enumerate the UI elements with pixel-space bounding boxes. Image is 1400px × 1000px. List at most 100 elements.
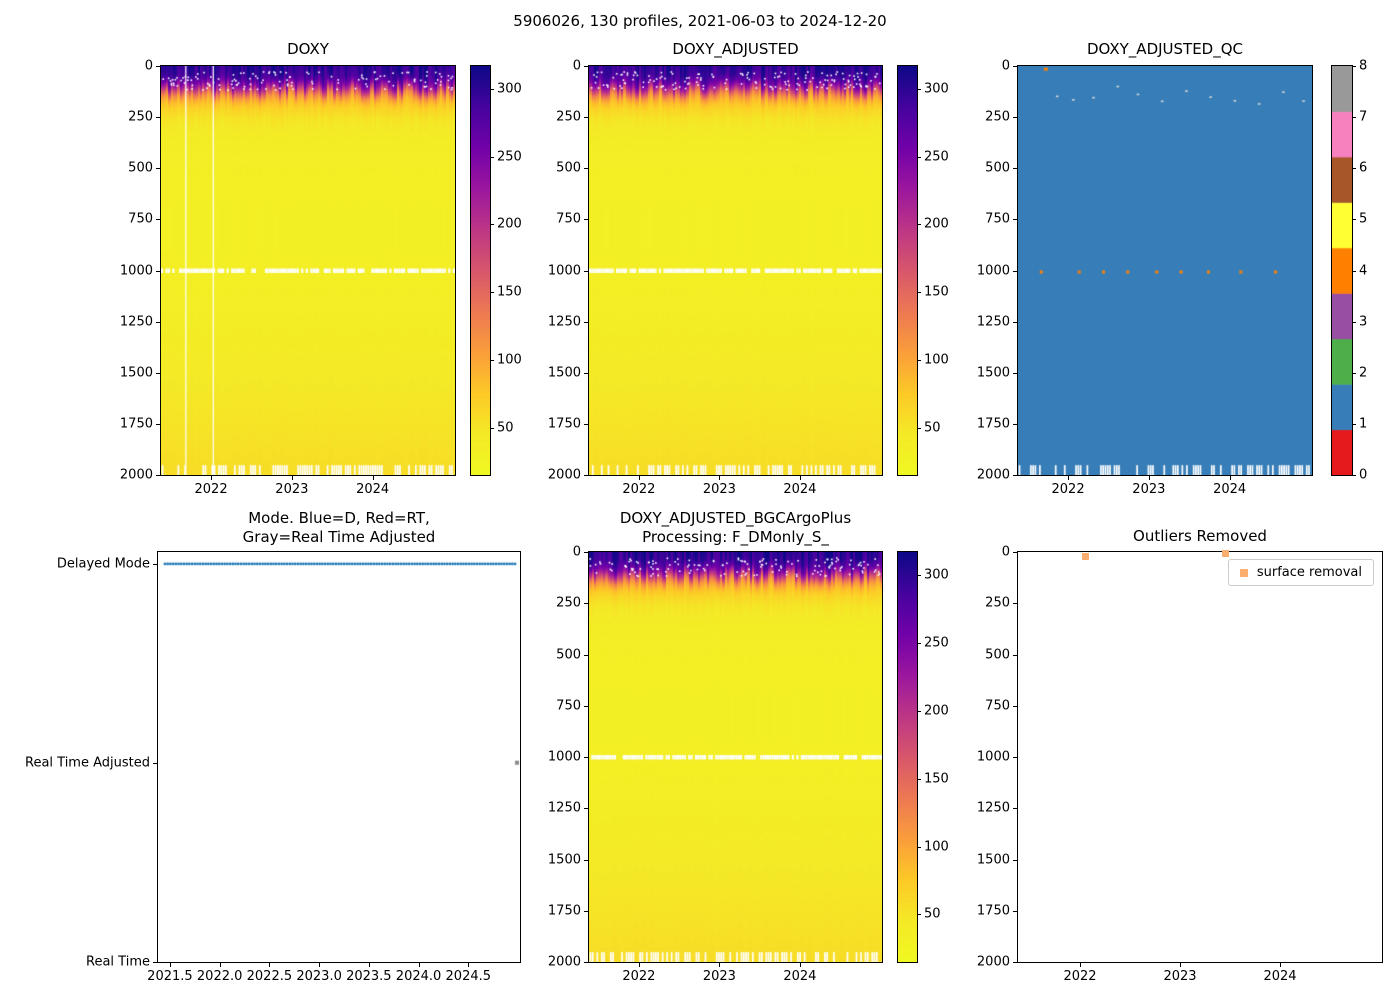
colorbar-tick-mark	[490, 292, 494, 294]
y-tick-mark	[584, 859, 589, 861]
colorbar-canvas	[898, 552, 917, 962]
y-tick-mark	[584, 168, 589, 170]
colorbar-tick-label: 200	[924, 216, 949, 232]
y-category-label: Real Time Adjusted	[25, 755, 150, 771]
y-tick-mark	[584, 654, 589, 656]
y-tick-mark	[153, 762, 158, 764]
y-tick-mark	[156, 117, 161, 119]
y-tick-mark	[1013, 219, 1018, 221]
heatmap-canvas	[161, 66, 455, 475]
y-tick-label: 750	[128, 211, 153, 227]
colorbar-tick-mark	[917, 156, 921, 158]
colorbar-bgcargoplus: 50 100 150 200 250 300	[897, 551, 949, 963]
plot-title-doxy-adjusted-qc: DOXY_ADJUSTED_QC	[1086, 40, 1244, 58]
y-tick-mark	[156, 270, 161, 272]
x-tick-mark	[1068, 475, 1070, 480]
colorbar-tick-label: 150	[497, 284, 522, 300]
plot-title-outliers: Outliers Removed	[1133, 527, 1267, 545]
x-tick-label: 2024.5	[445, 969, 492, 984]
x-tick-label: 2024	[1263, 969, 1297, 984]
y-tick-mark	[156, 423, 161, 425]
colorbar-tick-mark	[917, 224, 921, 226]
colorbar-tick-label: 6	[1359, 160, 1368, 176]
plot-title-doxy-adjusted: DOXY_ADJUSTED	[672, 40, 799, 58]
x-tick-mark	[219, 962, 221, 967]
x-tick-label: 2024.0	[395, 969, 442, 984]
y-tick-label: 1000	[976, 263, 1010, 278]
colorbar-qc: 0 1 2 3 4 5 6 7 8	[1331, 59, 1367, 483]
colorbar-tick-mark	[1352, 219, 1356, 221]
y-tick-label: 750	[985, 211, 1010, 227]
y-tick-label: 0	[1001, 58, 1010, 74]
y-tick-label: 1250	[976, 314, 1010, 330]
x-tick-mark	[1280, 962, 1281, 967]
colorbar-tick-label: 5	[1359, 211, 1368, 227]
colorbar-tick-mark	[1352, 270, 1356, 272]
y-tick-label: 1750	[976, 416, 1010, 432]
y-tick-label: 250	[128, 109, 153, 125]
colorbar-tick-label: 3	[1359, 314, 1368, 330]
y-tick-mark	[584, 475, 589, 476]
x-tick-label: 2023.5	[346, 969, 392, 984]
y-tick-label: 1250	[119, 314, 153, 330]
colorbar-tick-label: 300	[497, 81, 522, 97]
y-tick-mark	[584, 270, 589, 272]
x-tick-mark	[719, 962, 721, 967]
y-tick-label: 250	[556, 595, 581, 611]
colorbar-tick-mark	[490, 156, 494, 158]
figure-suptitle: 5906026, 130 profiles, 2021-06-03 to 202…	[513, 12, 887, 30]
y-tick-mark	[1013, 757, 1018, 758]
x-tick-label: 2024	[356, 482, 390, 497]
x-tick-label: 2023	[702, 969, 736, 984]
colorbar-tick-mark	[1352, 475, 1356, 476]
y-tick-label: 1500	[547, 365, 581, 381]
colorbar-tick-mark	[1352, 168, 1356, 170]
colorbar-tick-label: 0	[1359, 467, 1368, 483]
y-tick-label: 500	[128, 160, 153, 176]
y-tick-label: 2000	[119, 467, 153, 483]
y-tick-label: 250	[985, 595, 1010, 611]
legend-label: surface removal	[1256, 565, 1362, 580]
colorbar-tick-mark	[1352, 117, 1356, 119]
y-tick-mark	[584, 321, 589, 323]
y-tick-mark	[584, 66, 589, 67]
colorbar-tick-label: 250	[497, 149, 522, 165]
colorbar-tick-mark	[1352, 321, 1356, 323]
y-tick-label: 250	[556, 109, 581, 125]
y-tick-mark	[584, 372, 589, 374]
y-tick-label: 2000	[976, 954, 1010, 970]
heatmap-canvas	[589, 66, 882, 475]
x-tick-mark	[372, 475, 374, 480]
colorbar-tick-mark	[917, 778, 921, 780]
y-tick-mark	[156, 321, 161, 323]
x-tick-label: 2022	[194, 482, 228, 497]
y-tick-mark	[1013, 321, 1018, 323]
x-tick-label: 2023	[702, 482, 736, 497]
y-tick-mark	[584, 423, 589, 425]
y-tick-mark	[1013, 808, 1018, 810]
colorbar-tick-label: 150	[924, 284, 949, 300]
y-tick-label: 500	[985, 160, 1010, 176]
x-tick-label: 2023	[1163, 969, 1197, 984]
y-tick-mark	[584, 705, 589, 707]
colorbar-tick-mark	[1352, 66, 1356, 67]
colorbar-tick-label: 4	[1359, 263, 1368, 278]
y-tick-label: 2000	[547, 467, 581, 483]
y-tick-label: 0	[572, 544, 581, 560]
colorbar-tick-mark	[917, 846, 921, 848]
plot-title-bgcargoplus: DOXY_ADJUSTED_BGCArgoPlus Processing: F_…	[619, 509, 852, 546]
colorbar-tick-label: 7	[1359, 109, 1368, 125]
colorbar-tick-mark	[917, 89, 921, 91]
x-tick-mark	[211, 475, 213, 480]
axes-outliers-scatter: surface removal 2022 2023 2024 0 250 500 750 10…	[977, 545, 1383, 984]
outlier-marker	[1081, 552, 1089, 560]
y-category-label: Real Time	[86, 954, 150, 970]
plot-title-mode: Mode. Blue=D, Red=RT, Gray=Real Time Adj…	[242, 509, 436, 546]
colorbar-tick-label: 300	[924, 567, 949, 583]
colorbar-tick-label: 2	[1359, 365, 1368, 381]
y-tick-mark	[584, 117, 589, 119]
colorbar-tick-label: 50	[924, 906, 941, 922]
colorbar-tick-mark	[1352, 423, 1356, 425]
x-tick-label: 2022	[622, 482, 656, 497]
